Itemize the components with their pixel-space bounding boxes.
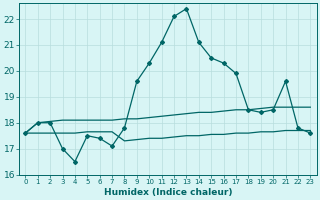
X-axis label: Humidex (Indice chaleur): Humidex (Indice chaleur) [104,188,232,197]
